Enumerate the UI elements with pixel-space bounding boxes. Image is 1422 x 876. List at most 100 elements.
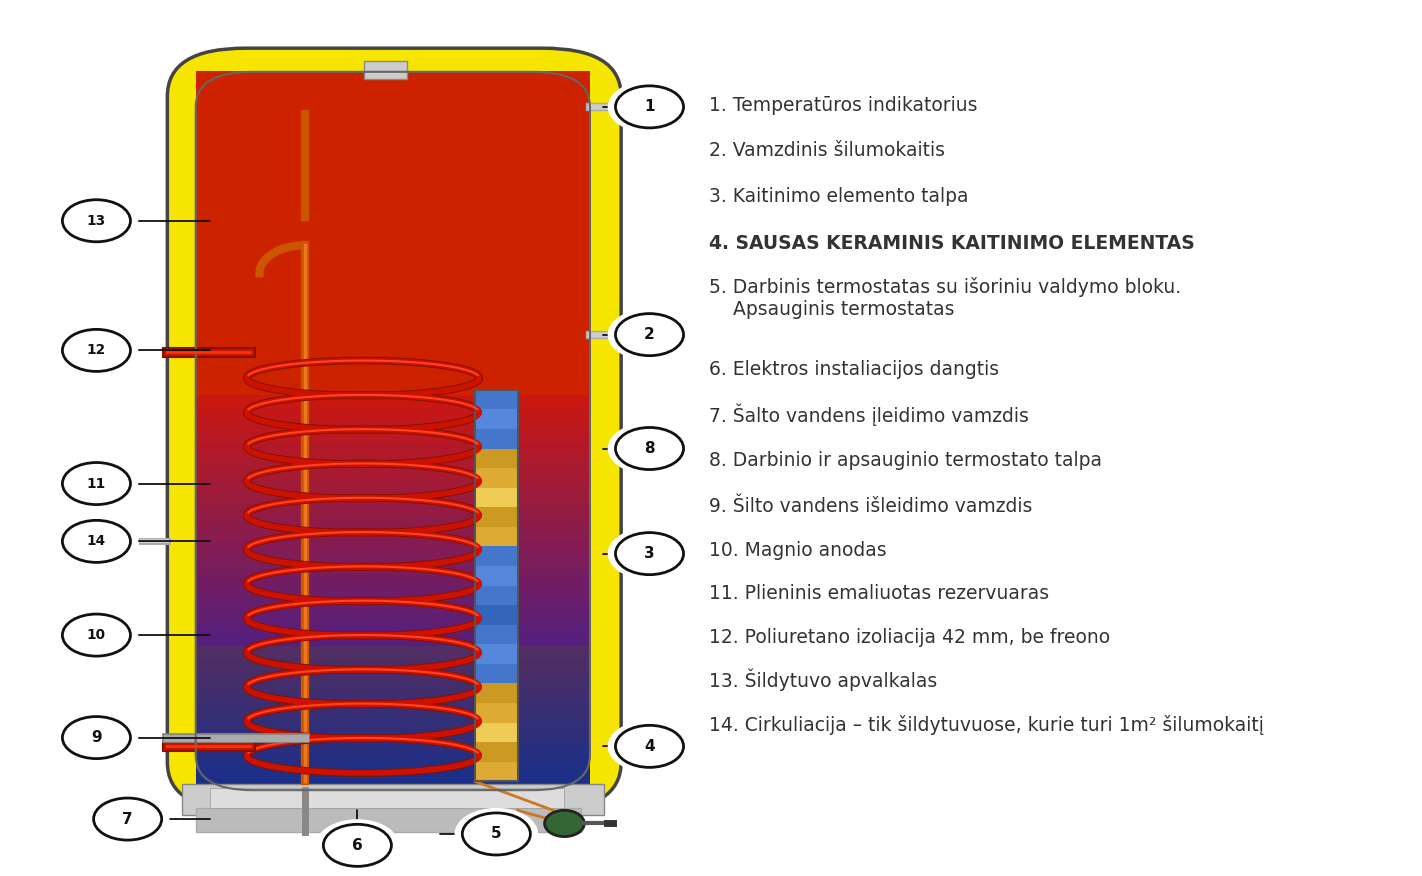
Text: 10. Magnio anodas: 10. Magnio anodas [710, 540, 887, 560]
Bar [196, 179, 590, 192]
Text: 4: 4 [644, 738, 654, 754]
Bar [196, 155, 590, 167]
Bar [196, 808, 582, 832]
Bar [196, 502, 590, 515]
Text: 1. Temperatūros indikatorius: 1. Temperatūros indikatorius [710, 95, 977, 115]
Circle shape [87, 794, 169, 844]
Bar [196, 251, 590, 264]
Circle shape [455, 809, 538, 859]
Bar [475, 448, 518, 468]
Bar [196, 717, 590, 731]
Bar [475, 389, 518, 409]
Text: 7. Šalto vandens įleidimo vamzdis: 7. Šalto vandens įleidimo vamzdis [710, 404, 1030, 427]
Bar [475, 703, 518, 723]
Bar [196, 526, 590, 539]
Circle shape [63, 329, 131, 371]
Bar [475, 565, 518, 586]
Text: 6. Elektros instaliacijos dangtis: 6. Elektros instaliacijos dangtis [710, 360, 1000, 379]
Text: 10: 10 [87, 628, 105, 642]
Circle shape [55, 458, 138, 509]
Text: 3: 3 [644, 546, 654, 562]
Circle shape [55, 610, 138, 661]
Bar [196, 478, 590, 491]
Bar [196, 777, 590, 790]
Text: 4. SAUSAS KERAMINIS KAITINIMO ELEMENTAS: 4. SAUSAS KERAMINIS KAITINIMO ELEMENTAS [710, 234, 1194, 253]
Bar [196, 371, 590, 383]
Bar [196, 202, 590, 215]
Bar [196, 95, 590, 108]
Circle shape [55, 712, 138, 763]
Bar [196, 299, 590, 311]
Bar [475, 585, 518, 605]
Text: 2. Vamzdinis šilumokaitis: 2. Vamzdinis šilumokaitis [710, 141, 946, 160]
Text: 2: 2 [644, 327, 656, 343]
Bar [182, 784, 604, 815]
Circle shape [616, 533, 684, 575]
Bar [196, 71, 590, 84]
Bar [196, 669, 590, 682]
Text: 9. Šilto vandens išleidimo vamzdis: 9. Šilto vandens išleidimo vamzdis [710, 497, 1032, 516]
Bar [196, 633, 590, 646]
Circle shape [462, 813, 530, 855]
Text: 6: 6 [353, 837, 363, 853]
Text: 14. Cirkuliacija – tik šildytuvuose, kurie turi 1m² šilumokaitį: 14. Cirkuliacija – tik šildytuvuose, kur… [710, 716, 1264, 735]
Bar [196, 730, 590, 742]
Bar [475, 624, 518, 645]
Bar [196, 694, 590, 706]
Text: 14: 14 [87, 534, 107, 548]
Text: 9: 9 [91, 730, 102, 745]
Text: 11. Plieninis emaliuotas rezervuaras: 11. Plieninis emaliuotas rezervuaras [710, 584, 1049, 604]
Bar [475, 467, 518, 488]
Bar [196, 83, 590, 95]
FancyBboxPatch shape [196, 72, 590, 790]
Bar [196, 191, 590, 203]
Bar [196, 622, 590, 634]
Text: 13: 13 [87, 214, 107, 228]
Bar [196, 322, 590, 336]
Bar [475, 506, 518, 526]
Bar [475, 644, 518, 664]
Bar [196, 310, 590, 323]
Bar [475, 546, 518, 566]
Circle shape [63, 520, 131, 562]
Bar [196, 394, 590, 407]
Circle shape [63, 200, 131, 242]
Bar [196, 406, 590, 419]
Bar [475, 761, 518, 781]
Circle shape [616, 86, 684, 128]
Text: 5. Darbinis termostatas su išoriniu valdymo bloku.
    Apsauginis termostatas: 5. Darbinis termostatas su išoriniu vald… [710, 277, 1182, 319]
Bar [475, 487, 518, 507]
Bar [196, 490, 590, 503]
Bar [210, 788, 565, 808]
Circle shape [55, 516, 138, 567]
Bar [196, 766, 590, 778]
Bar [475, 682, 518, 703]
Ellipse shape [545, 810, 584, 837]
Circle shape [609, 309, 691, 360]
Circle shape [94, 798, 162, 840]
Circle shape [316, 820, 398, 871]
Bar [196, 119, 590, 131]
Bar [475, 526, 518, 547]
Bar [475, 722, 518, 742]
Bar [196, 550, 590, 562]
Bar [196, 263, 590, 275]
Bar [196, 597, 590, 611]
Text: 3. Kaitinimo elemento talpa: 3. Kaitinimo elemento talpa [710, 187, 968, 206]
Text: 5: 5 [491, 826, 502, 842]
Text: 7: 7 [122, 811, 132, 827]
Bar [475, 428, 518, 449]
Circle shape [616, 725, 684, 767]
Bar [364, 61, 407, 79]
Bar [196, 335, 590, 347]
Text: 11: 11 [87, 477, 107, 491]
Bar [196, 418, 590, 431]
Circle shape [63, 614, 131, 656]
Bar [475, 390, 518, 781]
Circle shape [609, 528, 691, 579]
Bar [196, 286, 590, 300]
Bar [196, 227, 590, 239]
Bar [196, 131, 590, 144]
Circle shape [616, 427, 684, 470]
Bar [196, 682, 590, 695]
